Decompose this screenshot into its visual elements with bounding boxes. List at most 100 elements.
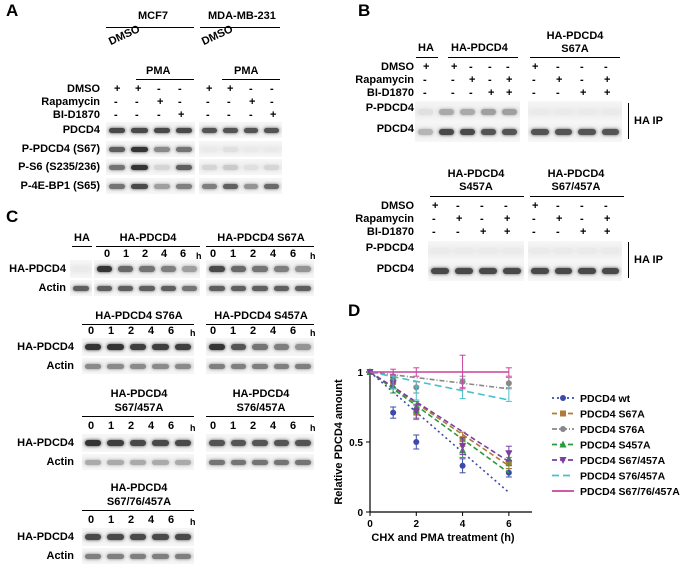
blot-band <box>481 109 496 115</box>
blot-band <box>503 248 521 254</box>
sign: - <box>423 87 427 99</box>
blot-band <box>601 109 619 115</box>
blot-band <box>107 344 124 350</box>
sign: + <box>480 226 487 238</box>
blot-band <box>107 440 124 446</box>
sign: - <box>206 96 210 108</box>
blot-strip <box>70 260 92 278</box>
timepoint-label: 1 <box>108 325 115 337</box>
sign: - <box>556 87 560 99</box>
sign: - <box>480 200 484 212</box>
blot-band <box>152 344 169 350</box>
blot-band <box>531 248 549 254</box>
sign: - <box>135 109 139 121</box>
c-header-underline <box>82 416 194 417</box>
blot-band <box>418 109 433 115</box>
b-header-underline <box>530 57 620 58</box>
panel-label-c: C <box>6 207 19 226</box>
data-point <box>413 439 420 445</box>
timepoint-label: 2 <box>250 325 257 337</box>
blot-band <box>252 363 268 369</box>
blot-band <box>202 146 217 152</box>
sign: - <box>270 96 274 108</box>
blot-band <box>295 285 311 291</box>
sign: - <box>270 83 274 95</box>
b-header-underline <box>448 57 518 58</box>
blot-band <box>243 146 259 152</box>
blot-band <box>243 164 259 170</box>
sign: + <box>178 109 185 121</box>
blot-strip <box>206 280 314 296</box>
sign: + <box>532 200 539 212</box>
data-point <box>390 409 397 416</box>
sign: - <box>114 96 118 108</box>
timepoint-label: 6 <box>168 514 175 526</box>
sign: - <box>532 213 536 225</box>
blot-band <box>273 344 290 350</box>
blot-band <box>209 285 225 291</box>
sign: - <box>178 83 182 95</box>
blot-strip <box>206 454 314 470</box>
timepoint-label: 4 <box>148 420 155 432</box>
pma-underline <box>222 79 280 80</box>
cell-line-underline <box>200 27 280 28</box>
blot-band <box>73 285 89 291</box>
c-group-subtitle: S67/76/457A <box>106 496 172 508</box>
sign: - <box>556 200 560 212</box>
ip-label: HA IP <box>634 115 663 127</box>
blot-band <box>85 440 102 446</box>
panel-label-a: A <box>6 1 19 20</box>
blot-band <box>175 127 192 133</box>
blot-strip <box>528 101 622 123</box>
blot-band <box>152 534 169 540</box>
sign: + <box>580 87 587 99</box>
sign: + <box>604 74 611 86</box>
sign: - <box>227 96 231 108</box>
sign: - <box>556 61 560 73</box>
treatment-label: DMSO <box>67 83 100 95</box>
blot-band <box>131 146 148 152</box>
blot-band <box>129 363 147 369</box>
sign: - <box>488 74 492 86</box>
c-header-underline <box>96 246 200 247</box>
b-header-ha-pdcd4: HA-PDCD4 <box>451 42 508 54</box>
blot-band <box>252 440 268 446</box>
sign: - <box>456 226 460 238</box>
blot-band <box>175 164 192 170</box>
blot-band <box>152 553 169 559</box>
timepoint-label: 1 <box>108 420 115 432</box>
ip-bracket <box>628 103 629 139</box>
timepoint-label: 4 <box>270 420 277 432</box>
c-blot-label: Actin <box>38 282 67 294</box>
blot-band <box>181 266 197 272</box>
blot-strip <box>106 122 195 138</box>
b-header-underline <box>416 57 438 58</box>
blot-band <box>264 146 279 152</box>
c-group-title: HA-PDCD4 S67A <box>217 232 305 244</box>
sign: - <box>604 200 608 212</box>
sign: + <box>432 200 439 212</box>
timepoint-label: 2 <box>128 514 135 526</box>
timepoint-label: 0 <box>104 248 111 260</box>
legend-entry: PDCD4 S76A <box>580 424 645 436</box>
blot-band <box>139 285 155 291</box>
blot-band <box>97 266 113 272</box>
sign: + <box>604 213 611 225</box>
data-point <box>560 426 566 432</box>
blot-band <box>85 363 102 369</box>
blot-band <box>431 248 449 254</box>
timepoint-label: 4 <box>148 325 155 337</box>
blot-band <box>209 440 225 446</box>
c-ha-label: HA <box>74 232 90 244</box>
sign: - <box>227 109 231 121</box>
blot-band <box>243 183 259 189</box>
blot-band <box>97 285 113 291</box>
blot-band <box>222 127 238 133</box>
sign: + <box>532 61 539 73</box>
blot-strip <box>199 122 282 138</box>
timepoint-label: 1 <box>123 248 130 260</box>
sign: + <box>488 87 495 99</box>
blot-band <box>129 553 147 559</box>
sign: + <box>249 96 256 108</box>
blot-band <box>85 459 102 465</box>
